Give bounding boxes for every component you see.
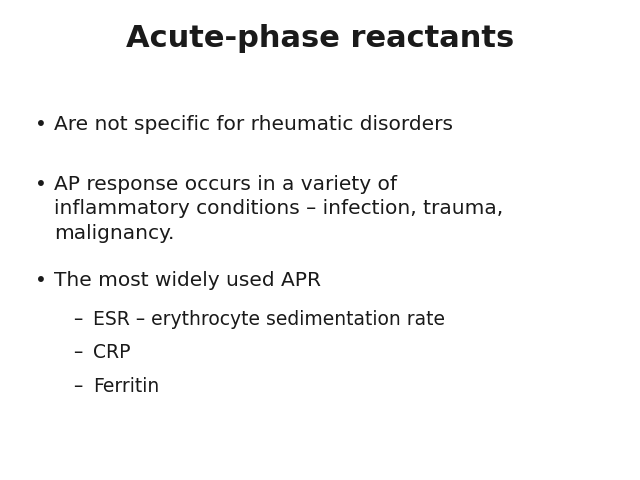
Text: –: –	[74, 377, 83, 396]
Text: ESR – erythrocyte sedimentation rate: ESR – erythrocyte sedimentation rate	[93, 310, 445, 329]
Text: AP response occurs in a variety of
inflammatory conditions – infection, trauma,
: AP response occurs in a variety of infla…	[54, 175, 504, 243]
Text: •: •	[35, 115, 47, 134]
Text: –: –	[74, 310, 83, 329]
Text: Are not specific for rheumatic disorders: Are not specific for rheumatic disorders	[54, 115, 453, 134]
Text: CRP: CRP	[93, 343, 131, 362]
Text: Acute-phase reactants: Acute-phase reactants	[126, 24, 514, 53]
Text: The most widely used APR: The most widely used APR	[54, 271, 321, 290]
Text: –: –	[74, 343, 83, 362]
Text: •: •	[35, 175, 47, 194]
Text: •: •	[35, 271, 47, 290]
Text: Ferritin: Ferritin	[93, 377, 159, 396]
